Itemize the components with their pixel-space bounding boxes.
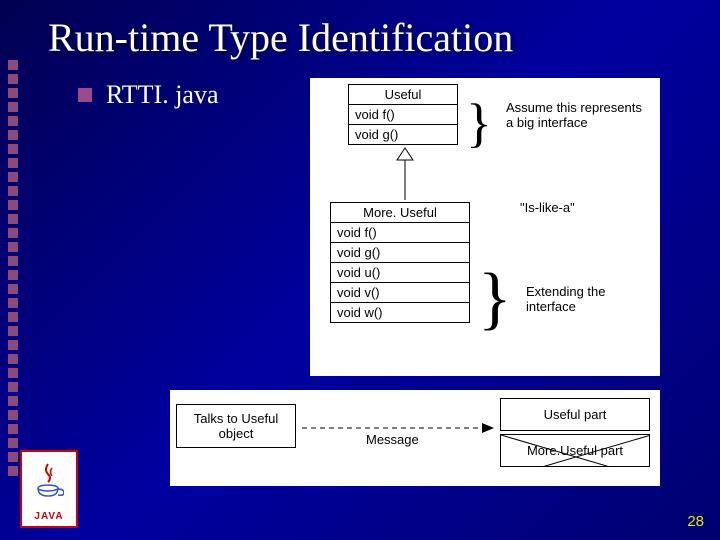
uml-class-name: More. Useful bbox=[331, 203, 469, 223]
uml-method: void f() bbox=[331, 223, 469, 243]
bullet-text: RTTI. java bbox=[106, 80, 219, 109]
moreuseful-part-box: More.Useful part bbox=[500, 434, 650, 467]
decorative-dots bbox=[8, 60, 28, 480]
message-label: Message bbox=[366, 432, 419, 447]
uml-class-moreuseful: More. Useful void f() void g() void u() … bbox=[330, 202, 470, 323]
slide-title: Run-time Type Identification bbox=[48, 14, 513, 61]
annotation-extending: Extending the interface bbox=[526, 284, 646, 314]
bullet-item: RTTI. java bbox=[78, 80, 219, 110]
uml-method: void g() bbox=[331, 243, 469, 263]
java-logo-text: JAVA bbox=[22, 511, 76, 522]
uml-method: void u() bbox=[331, 263, 469, 283]
uml-method: void w() bbox=[331, 303, 469, 322]
inheritance-arrow-icon bbox=[390, 146, 420, 202]
uml-class-name: Useful bbox=[349, 85, 457, 105]
brace-icon: } bbox=[466, 96, 492, 150]
annotation-is-like-a: "Is-like-a" bbox=[520, 200, 575, 215]
uml-diagram: Useful void f() void g() } Assume this r… bbox=[310, 78, 660, 376]
uml-method: void v() bbox=[331, 283, 469, 303]
useful-part-box: Useful part bbox=[500, 398, 650, 431]
page-number: 28 bbox=[687, 513, 704, 530]
message-diagram: Talks to Useful object Message Useful pa… bbox=[170, 390, 660, 486]
uml-class-useful: Useful void f() void g() bbox=[348, 84, 458, 145]
uml-method: void g() bbox=[349, 125, 457, 144]
brace-icon: } bbox=[478, 264, 512, 334]
talks-to-box: Talks to Useful object bbox=[176, 404, 296, 448]
bullet-marker-icon bbox=[78, 88, 92, 102]
annotation-big-interface: Assume this represents a big interface bbox=[506, 100, 646, 130]
java-cup-icon bbox=[34, 462, 64, 498]
java-logo: JAVA bbox=[20, 450, 78, 528]
uml-method: void f() bbox=[349, 105, 457, 125]
crossed-out-icon bbox=[501, 435, 649, 466]
